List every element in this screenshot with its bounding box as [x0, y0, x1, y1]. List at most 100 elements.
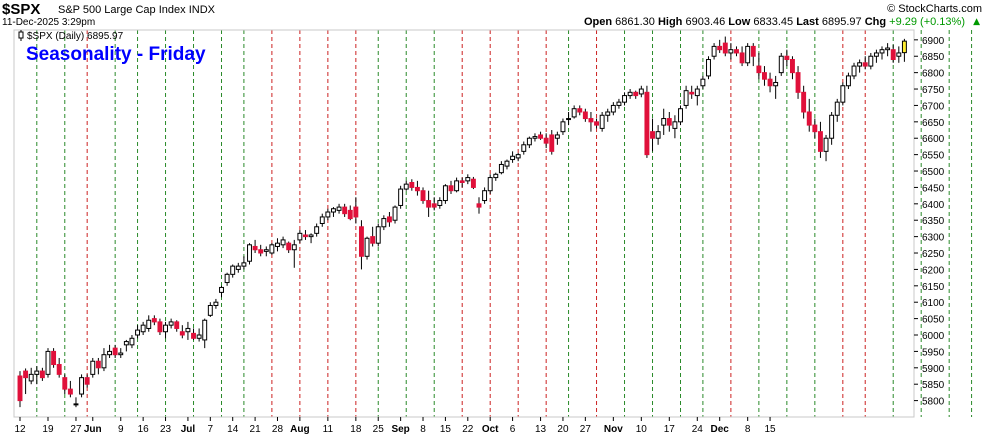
y-tick-label: 6600	[922, 134, 945, 145]
candle-body	[84, 377, 90, 385]
candle	[901, 38, 907, 62]
candle	[23, 368, 29, 395]
candle-body	[230, 265, 236, 275]
candle-body	[650, 131, 655, 139]
candle-body	[756, 65, 762, 74]
candle-body	[896, 52, 902, 57]
x-tick-label: 17	[664, 424, 676, 435]
candle-body	[219, 286, 224, 293]
candle	[638, 85, 644, 98]
candle	[577, 105, 583, 116]
candle-body	[17, 375, 23, 402]
candle	[801, 85, 807, 119]
candle	[728, 43, 734, 60]
candle	[538, 131, 544, 140]
candle-body	[717, 45, 723, 51]
x-tick-label: 27	[580, 424, 592, 435]
candle	[666, 111, 672, 132]
candles-layer	[17, 36, 907, 408]
candle-body	[817, 131, 823, 152]
candle-body	[67, 388, 73, 395]
candle-body	[823, 137, 829, 152]
candle	[414, 180, 420, 196]
candle-body	[39, 370, 45, 379]
candle	[610, 102, 616, 116]
y-tick-label: 6150	[922, 282, 945, 293]
y-tick-label: 6700	[922, 101, 945, 112]
candle-body	[275, 242, 280, 247]
candle	[582, 108, 588, 122]
candle-body	[90, 360, 96, 375]
candle-body	[107, 350, 113, 356]
candle-body	[610, 104, 616, 113]
candle-body	[185, 327, 191, 333]
y-tick-label: 6200	[922, 265, 945, 276]
candle	[789, 56, 795, 80]
candle-body	[174, 321, 180, 329]
candle-body	[241, 262, 247, 267]
x-tick-label: 12	[14, 424, 26, 435]
candle-body	[510, 155, 516, 161]
candle	[845, 72, 851, 90]
candle	[566, 111, 572, 126]
candle-body	[392, 206, 398, 221]
y-tick-label: 6550	[922, 151, 945, 162]
candle-body	[594, 121, 600, 126]
candle	[275, 238, 280, 252]
candle-body	[683, 90, 689, 106]
candle	[661, 108, 667, 135]
candle	[834, 98, 840, 122]
candle-body	[840, 85, 846, 103]
candle	[62, 374, 68, 395]
candle	[392, 205, 398, 224]
open-label: Open	[583, 16, 613, 28]
chart-header: $SPX S&P 500 Large Cap Index INDX 11-Dec…	[0, 0, 990, 30]
legend-label: $SPX (Daily) 6895.97	[27, 31, 124, 42]
candle-body	[465, 177, 471, 182]
candle	[482, 187, 488, 204]
candle	[700, 75, 706, 90]
chg-value: +9.29 (+0.13%)	[889, 16, 965, 28]
candle-body	[700, 78, 706, 87]
candle	[308, 233, 314, 244]
candle	[403, 180, 409, 191]
low-value: 6833.45	[753, 16, 794, 28]
candle	[291, 239, 297, 268]
candle-body	[247, 244, 252, 262]
candle	[504, 159, 510, 170]
candle	[185, 321, 191, 340]
candle	[375, 223, 381, 247]
brand: © StockCharts.com	[887, 3, 982, 15]
candle-body	[448, 185, 454, 192]
candle	[459, 177, 465, 188]
candle	[873, 49, 879, 63]
candle	[773, 75, 779, 99]
candle	[487, 174, 493, 194]
candle	[493, 172, 499, 181]
candle-body	[789, 59, 795, 74]
candle-body	[605, 111, 611, 116]
candle	[207, 302, 213, 317]
candle-body	[784, 55, 790, 61]
candle	[470, 176, 476, 190]
candle	[672, 115, 678, 139]
candle	[644, 85, 650, 158]
candle-body	[773, 81, 779, 87]
candle	[56, 357, 62, 378]
x-tick-label: Dec	[711, 424, 730, 435]
candle-body	[795, 72, 801, 93]
candle	[817, 121, 823, 158]
candle	[722, 36, 728, 57]
candle	[521, 141, 527, 155]
candle	[213, 298, 219, 309]
candle	[191, 328, 196, 340]
candle-body	[571, 108, 577, 118]
candle	[711, 43, 717, 60]
candle	[241, 256, 247, 270]
high-label: High	[657, 16, 683, 28]
candle	[896, 46, 902, 63]
security-name: S&P 500 Large Cap Index INDX	[58, 4, 215, 16]
candle-body	[409, 182, 415, 188]
candle-body	[431, 203, 437, 208]
candle	[885, 43, 891, 57]
